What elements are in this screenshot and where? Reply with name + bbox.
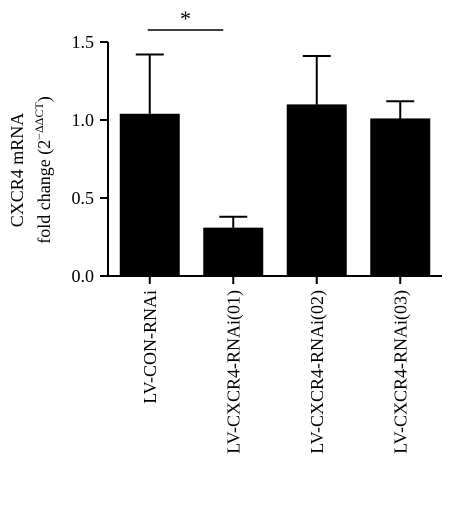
y-tick-label: 1.5: [72, 32, 95, 52]
y-axis-title-line2: fold change (2−ΔΔCT): [32, 96, 55, 244]
y-tick-label: 0.5: [72, 188, 95, 208]
y-axis-title-line2-suffix: ): [34, 96, 55, 102]
x-tick-label: LV-CON-RNAi: [140, 290, 160, 404]
y-tick-label: 1.0: [72, 110, 95, 130]
category-labels: LV-CON-RNAi LV-CXCR4-RNAi(01) LV-CXCR4-RNA…: [140, 290, 412, 454]
y-axis-title-line2-prefix: fold change (2: [34, 140, 55, 244]
y-axis-title-superscript: −ΔΔCT: [32, 102, 46, 140]
bar: [203, 227, 264, 276]
bar: [370, 118, 431, 276]
x-tick-label: LV-CXCR4-RNAi(02): [307, 290, 328, 454]
bar: [286, 104, 347, 277]
bar: [119, 113, 180, 276]
significance-annotation: *: [147, 6, 224, 31]
x-tick-label: LV-CXCR4-RNAi(01): [223, 290, 244, 454]
x-tick-label: LV-CXCR4-RNAi(03): [390, 290, 411, 454]
significance-star: *: [180, 6, 191, 31]
y-axis-title: CXCR4 mRNA fold change (2−ΔΔCT): [7, 96, 55, 244]
bars: [119, 104, 431, 277]
y-axis-title-line1: CXCR4 mRNA: [7, 113, 27, 228]
error-bars: [135, 53, 415, 228]
y-tick-label: 0.0: [72, 266, 95, 286]
